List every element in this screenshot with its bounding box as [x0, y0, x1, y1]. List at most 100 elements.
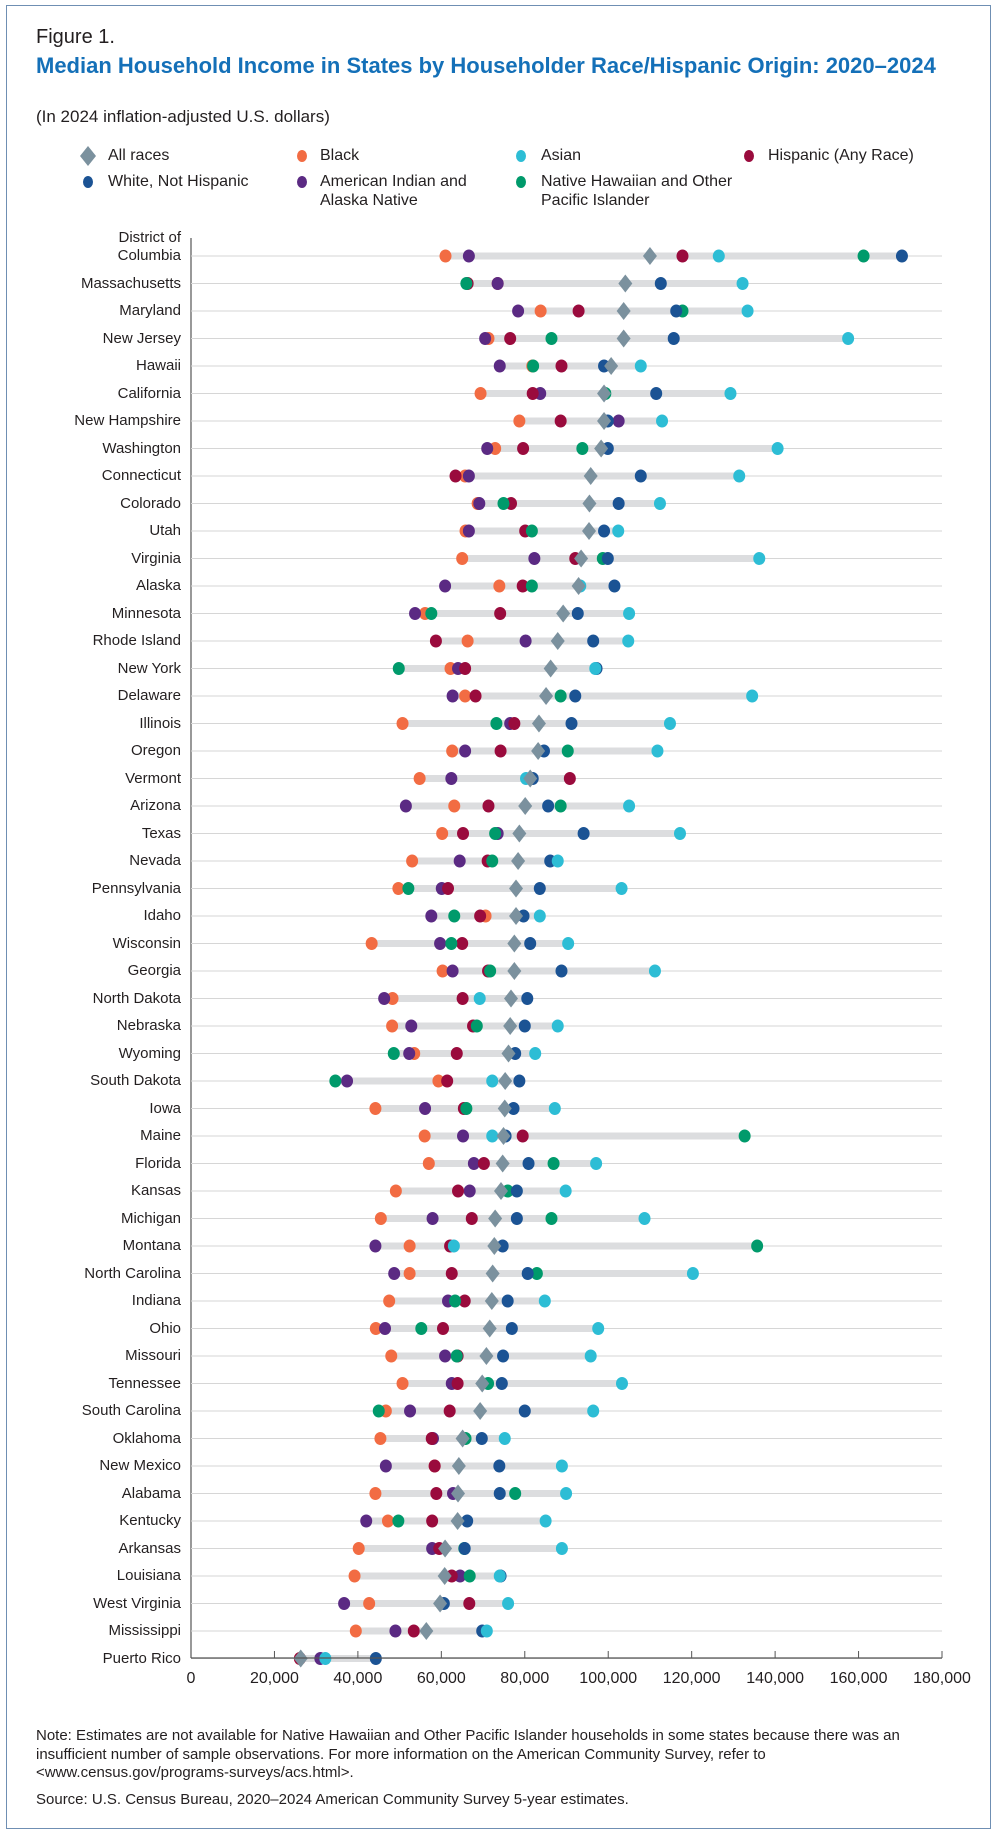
data-point-nhpi	[450, 1349, 463, 1363]
x-tick-label: 40,000	[333, 1670, 383, 1687]
data-point-black	[386, 1019, 399, 1033]
range-bar	[402, 1380, 622, 1387]
x-tick-label: 0	[186, 1670, 196, 1687]
data-point-black	[392, 882, 405, 895]
data-point-nhpi	[484, 964, 497, 978]
data-point-white	[495, 1377, 508, 1390]
x-tick-label: 140,000	[746, 1670, 805, 1687]
range-bar	[384, 995, 528, 1002]
data-point-asian	[623, 607, 636, 620]
data-point-black	[513, 414, 526, 428]
data-point-white	[505, 1322, 518, 1335]
data-point-all	[507, 962, 522, 980]
data-point-all	[511, 852, 526, 870]
data-point-nhpi	[751, 1239, 764, 1253]
data-point-black	[349, 1624, 362, 1638]
data-point-asian	[686, 1267, 699, 1280]
data-point-hispanic	[572, 304, 585, 318]
data-point-black	[432, 1074, 445, 1088]
legend-label: Native Hawaiian and Other Pacific Island…	[541, 173, 733, 209]
data-point-black	[406, 854, 419, 868]
data-point-aian	[446, 964, 459, 978]
data-point-hispanic	[504, 332, 517, 345]
data-point-hispanic	[482, 799, 495, 813]
data-point-aian	[612, 414, 625, 428]
data-point-hispanic	[459, 662, 472, 675]
data-point-nhpi	[460, 1102, 473, 1115]
data-point-aian	[369, 1239, 382, 1253]
data-point-asian	[587, 1404, 600, 1418]
range-bar	[485, 335, 849, 342]
data-point-asian	[638, 1212, 651, 1225]
data-point-black	[386, 992, 399, 1005]
data-point-aian	[491, 277, 504, 290]
range-bar	[375, 1490, 567, 1497]
data-point-hispanic	[474, 909, 487, 923]
state-label: Alabama	[121, 1484, 181, 1502]
state-label: Puerto Rico	[102, 1649, 181, 1667]
data-point-black	[422, 1157, 435, 1170]
range-bar	[385, 1462, 562, 1470]
data-point-asian	[771, 442, 784, 455]
data-point-white	[612, 497, 625, 510]
data-point-all	[539, 687, 554, 705]
range-bar	[518, 307, 748, 315]
data-point-hispanic	[517, 442, 530, 455]
circle-marker-icon	[516, 150, 526, 162]
data-point-asian	[724, 387, 737, 400]
data-point-asian	[736, 277, 749, 290]
data-point-asian	[562, 937, 575, 950]
data-point-nhpi	[545, 332, 558, 345]
data-point-aian	[426, 1212, 439, 1225]
range-bar	[442, 830, 680, 837]
data-point-asian	[592, 1322, 605, 1335]
range-bar	[380, 1435, 505, 1442]
data-point-asian	[648, 964, 661, 978]
data-point-all	[493, 1182, 508, 1200]
data-point-white	[510, 1212, 523, 1225]
data-point-nhpi	[448, 909, 461, 923]
chart-note: Note: Estimates are not available for Na…	[36, 1727, 900, 1781]
data-point-black	[418, 1129, 431, 1143]
state-label: Montana	[122, 1237, 181, 1254]
range-bar	[452, 692, 753, 700]
range-bar	[395, 1187, 566, 1195]
data-point-hispanic	[469, 689, 482, 703]
data-point-nhpi	[490, 717, 503, 730]
data-point-aian	[403, 1047, 416, 1060]
data-point-all	[507, 934, 522, 953]
data-point-hispanic	[676, 249, 689, 263]
data-point-aian	[519, 634, 532, 648]
state-label: Delaware	[117, 687, 181, 704]
state-label: Mississippi	[108, 1622, 181, 1639]
data-point-asian	[473, 992, 486, 1005]
state-label: Virginia	[131, 549, 181, 567]
legend-label: All races	[108, 147, 170, 164]
data-point-all	[574, 549, 589, 568]
data-point-aian	[446, 689, 459, 703]
circle-marker-icon	[297, 150, 307, 162]
data-point-aian	[439, 1349, 452, 1363]
range-bar	[398, 665, 597, 672]
data-point-aian	[389, 1624, 402, 1638]
data-point-aian	[462, 249, 475, 263]
data-point-nhpi	[486, 854, 499, 868]
data-point-black	[352, 1542, 365, 1555]
data-point-all	[531, 742, 546, 760]
data-point-all	[518, 797, 533, 815]
data-point-black	[396, 1377, 409, 1390]
data-point-hispanic	[456, 937, 469, 950]
data-point-hispanic	[425, 1432, 438, 1445]
data-point-aian	[467, 1157, 480, 1170]
data-point-white	[522, 1157, 535, 1170]
data-point-black	[385, 1349, 398, 1363]
data-point-all	[556, 604, 571, 623]
range-bar	[371, 940, 569, 947]
data-point-hispanic	[516, 579, 529, 593]
state-label: Minnesota	[111, 604, 181, 622]
state-label: Texas	[141, 824, 181, 842]
data-point-aian	[425, 909, 438, 923]
data-point-all	[503, 1017, 518, 1035]
state-label: Idaho	[143, 907, 181, 924]
range-bar	[466, 280, 743, 287]
